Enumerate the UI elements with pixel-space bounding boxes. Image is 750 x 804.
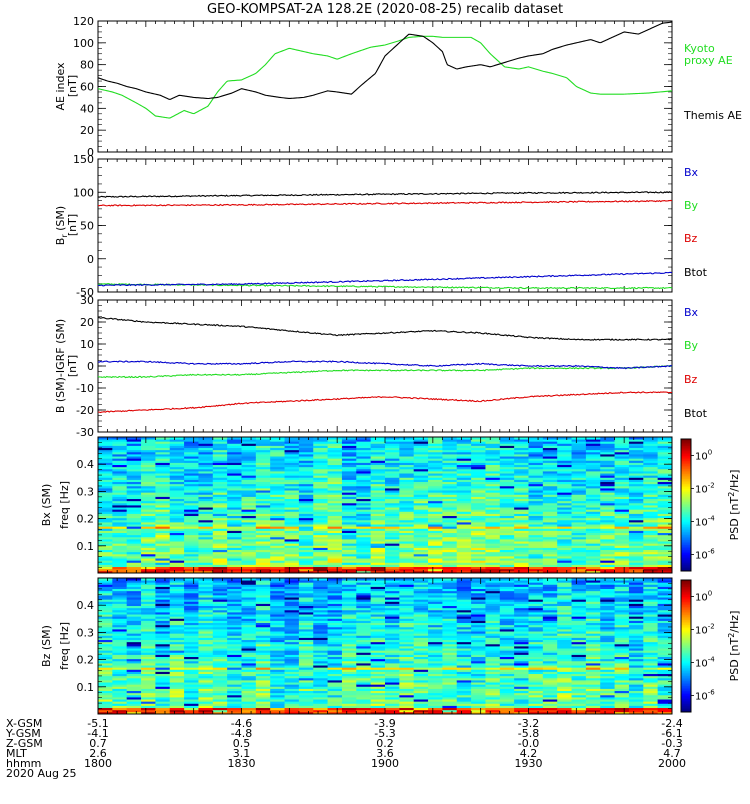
y-axis-label: [nT]	[66, 355, 79, 377]
series-line-kyoto-proxy-ae	[98, 36, 672, 118]
series-line-themis-ae	[98, 22, 672, 99]
y-tick-label: 30	[80, 294, 94, 307]
legend-entry: proxy AE	[684, 54, 733, 67]
y-tick-label: 0	[87, 253, 94, 266]
series-line-bx	[98, 318, 672, 341]
y-tick-label: -30	[76, 426, 94, 439]
series-line-by	[98, 366, 672, 378]
y-tick-label: 40	[80, 102, 94, 115]
y-tick-label: 50	[80, 220, 94, 233]
y-tick-label: 20	[80, 124, 94, 137]
legend-entry: Bx	[684, 166, 699, 179]
legend-entry: Bz	[684, 232, 698, 245]
y-tick-label: 10	[80, 338, 94, 351]
legend-entry: Btot	[684, 407, 708, 420]
y-axis-label: [nT]	[66, 75, 79, 97]
series-line-btot	[98, 272, 672, 286]
y-axis-label: [nT]	[66, 214, 79, 236]
y-tick-label: 0.2	[77, 513, 95, 526]
series-line-bz	[98, 392, 672, 413]
legend-entry: Bz	[684, 373, 698, 386]
series-line-bx	[98, 192, 672, 198]
y-tick-label: 20	[80, 316, 94, 329]
plot-frame	[98, 159, 672, 292]
y-tick-label: 100	[73, 186, 94, 199]
legend-entry: By	[684, 199, 699, 212]
figure-title: GEO-KOMPSAT-2A 128.2E (2020-08-25) recal…	[207, 2, 563, 17]
y-tick-label: 80	[80, 59, 94, 72]
y-axis-label: freq [Hz]	[58, 481, 71, 529]
plot-frame	[98, 300, 672, 432]
y-tick-label: 0	[87, 360, 94, 373]
y-tick-label: 150	[73, 153, 94, 166]
series-line-bz	[98, 200, 672, 206]
y-tick-label: 120	[73, 15, 94, 28]
y-tick-label: 0.1	[77, 540, 95, 553]
y-tick-label: 0.3	[77, 485, 95, 498]
y-tick-label: -10	[76, 382, 94, 395]
legend-entry: By	[684, 339, 699, 352]
legend-entry: Bx	[684, 306, 699, 319]
y-tick-label: 100	[73, 37, 94, 50]
bx-spectrogram-panel: 0.1 0.2 0.3 0.4 Bx (SM) freq [Hz]	[40, 437, 672, 573]
legend-entry: Themis AE	[683, 109, 742, 122]
bz-spectrogram-panel: 0.10.20.30.4Bz (SM)freq [Hz]	[40, 578, 672, 714]
y-tick-label: 60	[80, 81, 94, 94]
y-axis-label: Bx (SM)	[40, 484, 53, 527]
legend-entry: Btot	[684, 266, 708, 279]
y-tick-label: 0.4	[77, 458, 95, 471]
y-tick-label: -20	[76, 404, 94, 417]
